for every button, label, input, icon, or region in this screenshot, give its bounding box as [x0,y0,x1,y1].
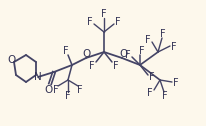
Text: F: F [145,35,151,45]
Text: F: F [173,78,179,88]
Text: F: F [77,85,83,95]
Text: F: F [53,85,59,95]
Text: F: F [171,42,177,52]
Text: F: F [89,61,95,71]
Text: F: F [113,61,119,71]
Text: F: F [160,29,166,39]
Text: O: O [45,85,53,95]
Text: N: N [34,72,42,82]
Text: O: O [83,49,91,59]
Text: F: F [63,46,69,56]
Text: F: F [139,46,145,56]
Text: F: F [147,88,153,98]
Text: F: F [162,91,168,101]
Text: F: F [115,17,121,27]
Text: F: F [87,17,93,27]
Text: F: F [125,50,131,60]
Text: F: F [149,72,155,82]
Text: O: O [8,55,16,65]
Text: F: F [101,9,107,19]
Text: O: O [120,49,128,59]
Text: F: F [65,91,71,101]
